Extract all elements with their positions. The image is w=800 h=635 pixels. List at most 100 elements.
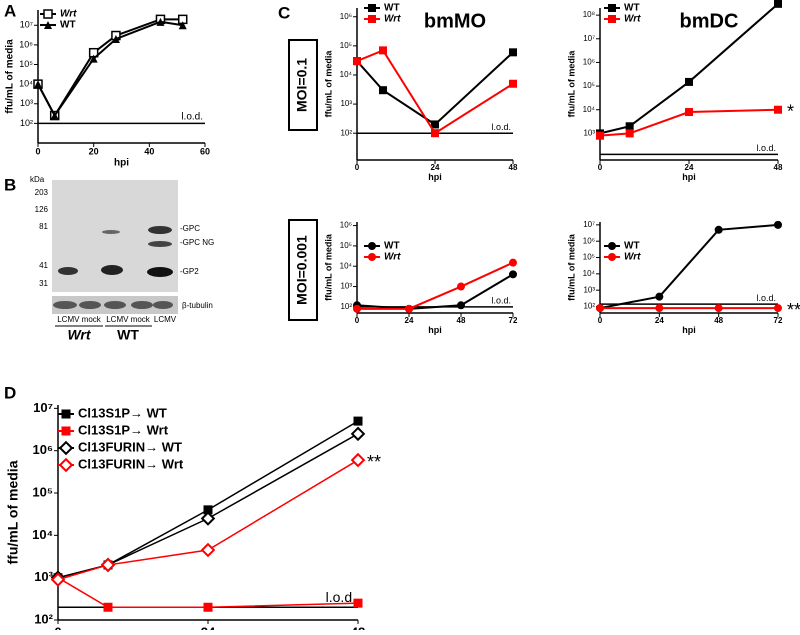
- y-tick-label: 10⁷: [583, 220, 595, 229]
- panel-label: A: [4, 1, 16, 20]
- series-line: [356, 49, 514, 135]
- marker: [89, 54, 98, 63]
- legend-label: WT: [60, 20, 76, 31]
- lod-label: l.o.d.: [756, 293, 776, 303]
- marker: [43, 9, 53, 19]
- y-tick-label: 10⁴: [340, 261, 353, 270]
- y-tick-label: 10⁶: [19, 39, 33, 49]
- marker: [379, 46, 387, 55]
- marker: [61, 426, 71, 436]
- y-tick-label: 10⁵: [340, 241, 352, 250]
- annotation: **: [787, 300, 800, 320]
- series-line: [57, 577, 359, 609]
- legend-label: Wrt: [624, 14, 641, 25]
- y-tick-label: 10⁶: [583, 58, 595, 67]
- y-axis-label: ffu/mL of media: [566, 233, 576, 301]
- marker: [50, 572, 66, 587]
- x-tick-label: 72: [509, 316, 518, 325]
- y-tick-label: 10²: [20, 118, 33, 128]
- row-text: MOI=0.001: [294, 235, 310, 305]
- y-tick-label: 10⁶: [340, 12, 352, 21]
- marker: [774, 304, 782, 313]
- marker: [100, 557, 116, 573]
- blot-marker: 41: [39, 261, 48, 270]
- blot-loading: β-tubulin: [182, 301, 213, 310]
- x-tick-label: 60: [200, 146, 210, 156]
- y-tick-label: 10³: [583, 129, 595, 138]
- x-tick-label: 20: [89, 146, 99, 156]
- marker: [58, 440, 74, 456]
- x-axis-label: hpi: [428, 325, 442, 335]
- x-tick-label: 24: [685, 163, 694, 172]
- legend-label: Cl13S1P→ WT: [78, 405, 167, 420]
- marker: [509, 258, 517, 267]
- marker: [608, 242, 616, 250]
- y-tick-label: 10⁶: [33, 442, 53, 457]
- y-tick-label: 10⁴: [32, 527, 53, 542]
- x-tick-label: 48: [509, 163, 518, 172]
- lod-label: l.o.d.: [326, 589, 356, 605]
- x-axis-label: hpi: [682, 172, 696, 182]
- marker: [350, 426, 366, 442]
- legend-label: WT: [384, 241, 400, 252]
- blot-marker: 31: [39, 279, 48, 288]
- y-tick-label: 10⁵: [19, 59, 33, 69]
- marker: [50, 111, 59, 120]
- x-tick-label: 48: [714, 316, 723, 325]
- y-tick-label: 10³: [583, 285, 595, 294]
- blot-band: -GPC: [180, 224, 200, 233]
- marker: [685, 77, 693, 86]
- marker: [368, 15, 376, 23]
- lod-label: l.o.d.: [181, 112, 203, 123]
- marker: [58, 457, 74, 473]
- x-axis-label: hpi: [114, 157, 129, 168]
- legend-label: WT: [624, 3, 640, 14]
- panel-label: C: [278, 3, 290, 22]
- x-axis-label: hpi: [428, 172, 442, 182]
- legend-label: WT: [384, 3, 400, 14]
- marker: [608, 4, 616, 12]
- marker: [178, 21, 187, 30]
- chart-title: bmMO: [424, 10, 486, 32]
- x-tick-label: 40: [144, 146, 154, 156]
- marker: [431, 120, 439, 129]
- marker: [368, 253, 376, 261]
- chart-title: bmDC: [680, 10, 739, 32]
- blot-band: -GPC NG: [180, 238, 214, 247]
- legend-label: Wrt: [60, 9, 77, 20]
- marker: [353, 57, 361, 66]
- blot-lane: LCMV mock: [57, 315, 102, 324]
- marker: [596, 131, 604, 140]
- western-blot: [52, 180, 178, 327]
- marker: [685, 108, 693, 117]
- y-tick-label: 10⁴: [583, 269, 596, 278]
- marker: [203, 505, 213, 515]
- y-tick-label: 10⁵: [340, 41, 352, 50]
- blot-marker: 203: [35, 188, 49, 197]
- legend-label: Cl13FURIN→ Wrt: [78, 456, 184, 471]
- y-axis-label: ffu/mL of media: [566, 50, 576, 118]
- lod-label: l.o.d.: [491, 122, 511, 132]
- y-tick-label: 10⁶: [583, 236, 595, 245]
- blot-group: WT: [117, 327, 139, 343]
- marker: [714, 304, 723, 313]
- marker: [625, 129, 634, 138]
- panel-label: B: [4, 175, 16, 194]
- x-tick-label: 0: [54, 624, 61, 630]
- x-tick-label: 24: [405, 316, 414, 325]
- y-tick-label: 10²: [340, 302, 352, 311]
- y-axis-label: ffu/mL of media: [323, 50, 333, 118]
- y-axis-label: ffu/mL of media: [5, 39, 16, 114]
- y-tick-label: 10⁵: [32, 484, 53, 499]
- marker: [509, 270, 517, 279]
- series-line: [37, 18, 183, 118]
- y-tick-label: 10⁵: [583, 253, 595, 262]
- marker: [350, 452, 366, 468]
- marker: [34, 80, 42, 89]
- x-tick-label: 48: [457, 316, 466, 325]
- marker: [457, 282, 465, 291]
- marker: [509, 48, 517, 57]
- x-tick-label: 72: [774, 316, 783, 325]
- marker: [353, 598, 363, 608]
